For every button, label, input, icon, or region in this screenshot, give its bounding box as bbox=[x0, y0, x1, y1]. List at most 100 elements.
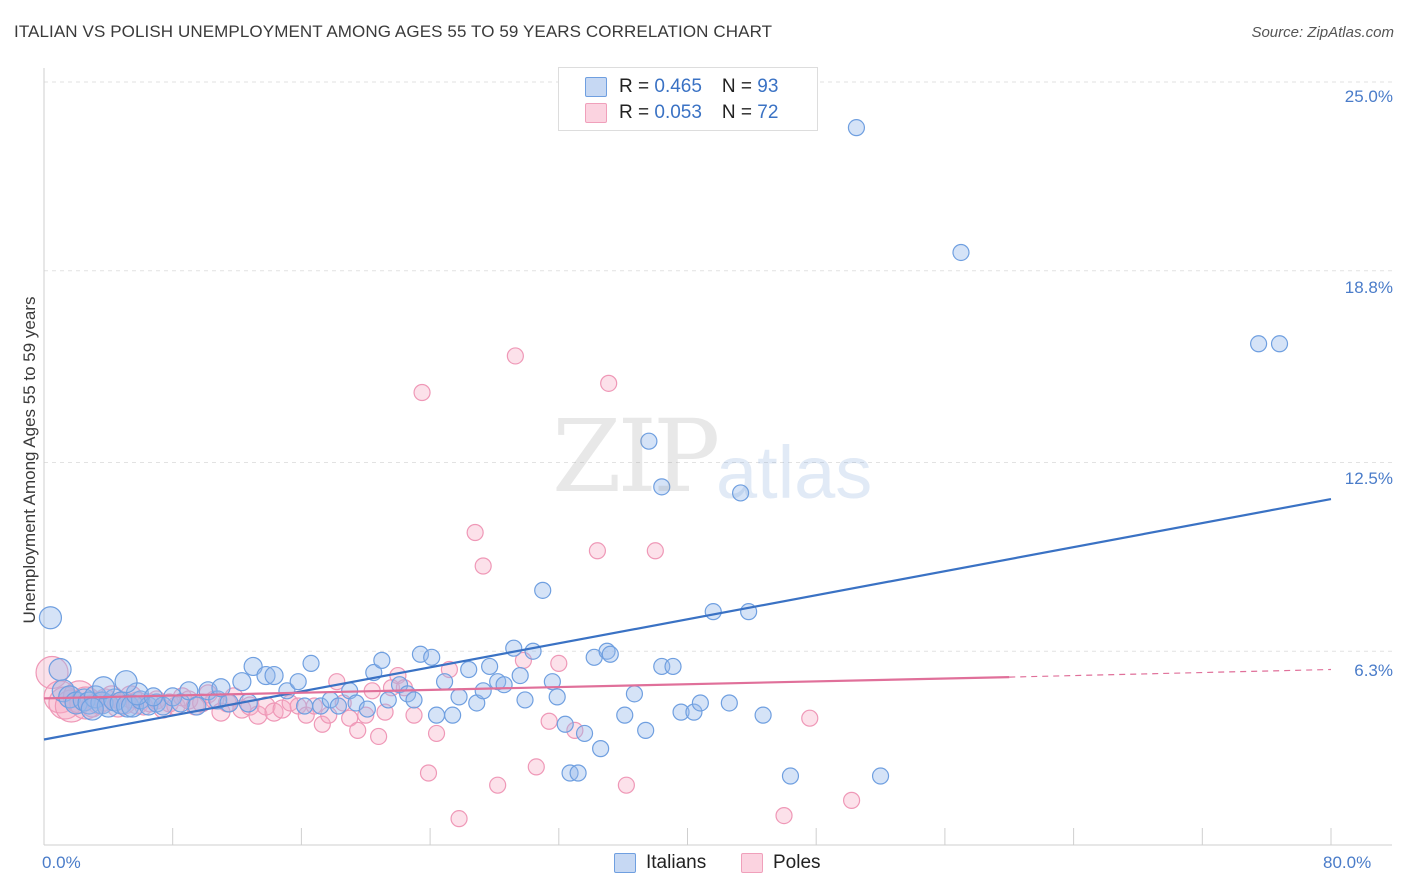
italians-point bbox=[754, 706, 772, 724]
poles-point bbox=[506, 347, 524, 365]
poles-point bbox=[588, 542, 607, 560]
italians-point bbox=[211, 678, 231, 698]
italians-point bbox=[952, 243, 970, 262]
x-tick-label-min: 0.0% bbox=[42, 853, 81, 872]
legend-n-value: 72 bbox=[757, 102, 779, 123]
italians-point bbox=[640, 432, 658, 450]
italians-point bbox=[48, 657, 72, 682]
poles-trend-line bbox=[43, 676, 1010, 700]
italians-point bbox=[302, 654, 320, 673]
poles-point bbox=[489, 776, 507, 794]
legend-row-poles: R = 0.053 N = 72 bbox=[585, 101, 778, 125]
legend-r-value: 0.053 bbox=[654, 102, 702, 123]
italians-trend-line bbox=[43, 497, 1332, 741]
legend-n-label: N = bbox=[721, 76, 758, 97]
italians-point bbox=[685, 703, 703, 721]
italians-point bbox=[312, 697, 330, 715]
poles-swatch bbox=[585, 103, 607, 123]
italians-point bbox=[80, 697, 104, 721]
y-tick-label: 18.8% bbox=[1344, 278, 1393, 297]
italians-point bbox=[781, 767, 800, 785]
italians-point bbox=[232, 672, 252, 692]
italians-point bbox=[289, 673, 307, 691]
italians-point bbox=[296, 697, 314, 715]
gridlines bbox=[44, 81, 1392, 652]
italians-point bbox=[534, 581, 552, 599]
poles-point bbox=[550, 654, 568, 673]
italians-point bbox=[51, 679, 75, 703]
bottom-legend-italians[interactable]: Italians bbox=[614, 852, 706, 874]
poles-point bbox=[540, 712, 558, 730]
italians-point bbox=[460, 660, 478, 679]
poles-point bbox=[801, 709, 819, 727]
legend-r-label: R = bbox=[619, 76, 655, 97]
italians-point bbox=[427, 706, 446, 724]
legend-r-value: 0.465 bbox=[654, 76, 702, 97]
italians-point bbox=[450, 688, 468, 706]
italians-point bbox=[720, 694, 738, 712]
italians-point bbox=[511, 666, 529, 685]
italians-point bbox=[543, 673, 561, 691]
y-axis-label: Unemployment Among Ages 55 to 59 years bbox=[20, 296, 39, 624]
legend-row-italians: R = 0.465 N = 93 bbox=[585, 75, 778, 99]
italians-point bbox=[592, 740, 610, 758]
italians-point bbox=[38, 606, 63, 630]
italians-point bbox=[114, 670, 138, 694]
italians-point bbox=[411, 645, 430, 663]
poles-point bbox=[527, 758, 545, 776]
poles-point bbox=[413, 383, 431, 402]
italians-point bbox=[575, 724, 594, 743]
italians-point bbox=[871, 767, 890, 785]
italians-point bbox=[91, 676, 116, 700]
italians-point bbox=[423, 648, 441, 666]
poles-point bbox=[617, 776, 635, 794]
poles-swatch bbox=[741, 853, 763, 873]
italians-point bbox=[435, 673, 454, 691]
poles-point bbox=[305, 697, 323, 715]
italians-point bbox=[653, 478, 671, 496]
legend-r-label: R = bbox=[619, 102, 655, 123]
legend-n-value: 93 bbox=[757, 76, 779, 97]
poles-point bbox=[646, 542, 664, 560]
poles-point bbox=[341, 709, 359, 727]
italians-point bbox=[704, 603, 722, 621]
italians-point bbox=[625, 685, 644, 703]
italians-point bbox=[405, 691, 423, 709]
x-axis-ticks bbox=[43, 828, 1332, 845]
poles-point bbox=[427, 724, 446, 743]
poles-trend-line-extension bbox=[1009, 668, 1332, 678]
italians-point bbox=[116, 694, 140, 718]
poles-point bbox=[357, 706, 375, 724]
italians-point bbox=[474, 682, 492, 700]
italians-point bbox=[1250, 335, 1268, 353]
italians-point bbox=[672, 703, 690, 721]
italians-point bbox=[847, 119, 866, 137]
poles-point bbox=[419, 764, 438, 782]
poles-point bbox=[405, 706, 423, 724]
bottom-legend-poles[interactable]: Poles bbox=[741, 852, 821, 874]
x-tick-label-max: 80.0% bbox=[1323, 853, 1372, 872]
italians-point bbox=[524, 642, 542, 660]
correlation-legend: R = 0.465 N = 93 R = 0.053 N = 72 bbox=[558, 67, 818, 131]
italians-point bbox=[516, 691, 534, 709]
legend-n-label: N = bbox=[721, 102, 758, 123]
italians-point bbox=[481, 657, 499, 676]
poles-point bbox=[474, 557, 492, 575]
chart-source: Source: ZipAtlas.com bbox=[1251, 24, 1394, 41]
italians-point bbox=[1270, 335, 1289, 353]
poles-point bbox=[466, 523, 484, 542]
italians-point bbox=[691, 694, 709, 712]
watermark-atlas: atlas bbox=[716, 431, 873, 514]
watermark-zip: ZIP bbox=[552, 398, 720, 515]
trend-lines bbox=[43, 497, 1332, 741]
poles-point bbox=[450, 810, 468, 828]
italians-point bbox=[556, 715, 574, 733]
poles-point bbox=[842, 791, 861, 809]
italians-point bbox=[256, 665, 276, 686]
italians-point bbox=[664, 657, 682, 676]
italians-point bbox=[373, 651, 391, 669]
italians-point bbox=[598, 642, 616, 660]
italians-point bbox=[548, 688, 566, 706]
italians-point bbox=[637, 721, 655, 739]
